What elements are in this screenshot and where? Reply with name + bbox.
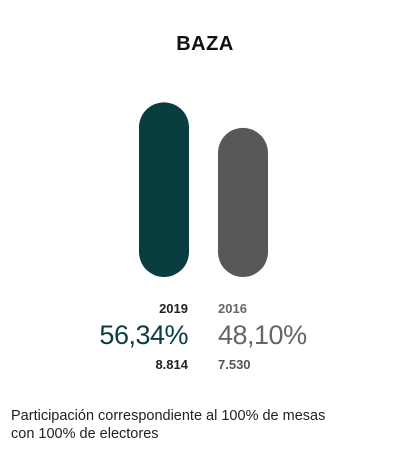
year-label-2019: 2019 [159, 301, 188, 316]
votes-count-2019: 8.814 [155, 357, 188, 372]
turnout-bar-chart [139, 102, 268, 277]
year-label-2016: 2016 [218, 301, 247, 316]
turnout-value-2016: 48,10% [218, 320, 307, 350]
bar-2019 [139, 102, 189, 277]
turnout-value-2019: 56,34% [99, 320, 188, 350]
footnote-line-1: Participación correspondiente al 100% de… [11, 408, 326, 424]
footnote-line-2: con 100% de electores [11, 426, 159, 442]
footnote: Participación correspondiente al 100% de… [11, 407, 406, 443]
bar-2016 [218, 127, 268, 277]
votes-count-2016: 7.530 [218, 357, 251, 372]
chart-title: BAZA [176, 33, 234, 55]
